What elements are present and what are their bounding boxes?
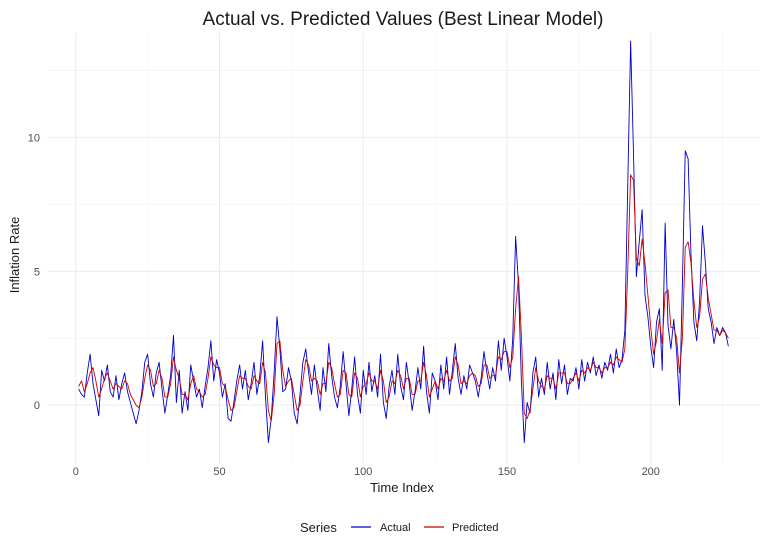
legend-title: Series — [300, 520, 337, 535]
y-axis-ticks: 0 5 10 — [28, 132, 40, 412]
legend: Series Actual Predicted — [300, 520, 498, 535]
series-line-predicted — [78, 174, 729, 422]
x-tick-label: 50 — [213, 466, 225, 478]
y-tick-label: 10 — [28, 132, 40, 144]
series-line-actual — [78, 40, 729, 444]
x-tick-label: 150 — [498, 466, 516, 478]
x-tick-label: 0 — [73, 466, 79, 478]
x-axis-ticks: 0 50 100 150 200 — [73, 466, 660, 478]
y-tick-label: 0 — [34, 400, 40, 412]
legend-label-predicted: Predicted — [452, 522, 498, 534]
x-axis-label: Time Index — [370, 480, 434, 495]
y-axis-label: Inflation Rate — [7, 217, 22, 294]
x-tick-label: 100 — [354, 466, 372, 478]
chart-title: Actual vs. Predicted Values (Best Linear… — [203, 9, 604, 30]
legend-label-actual: Actual — [380, 522, 411, 534]
series-lines — [78, 40, 729, 444]
x-tick-label: 200 — [642, 466, 660, 478]
y-tick-label: 5 — [34, 266, 40, 278]
